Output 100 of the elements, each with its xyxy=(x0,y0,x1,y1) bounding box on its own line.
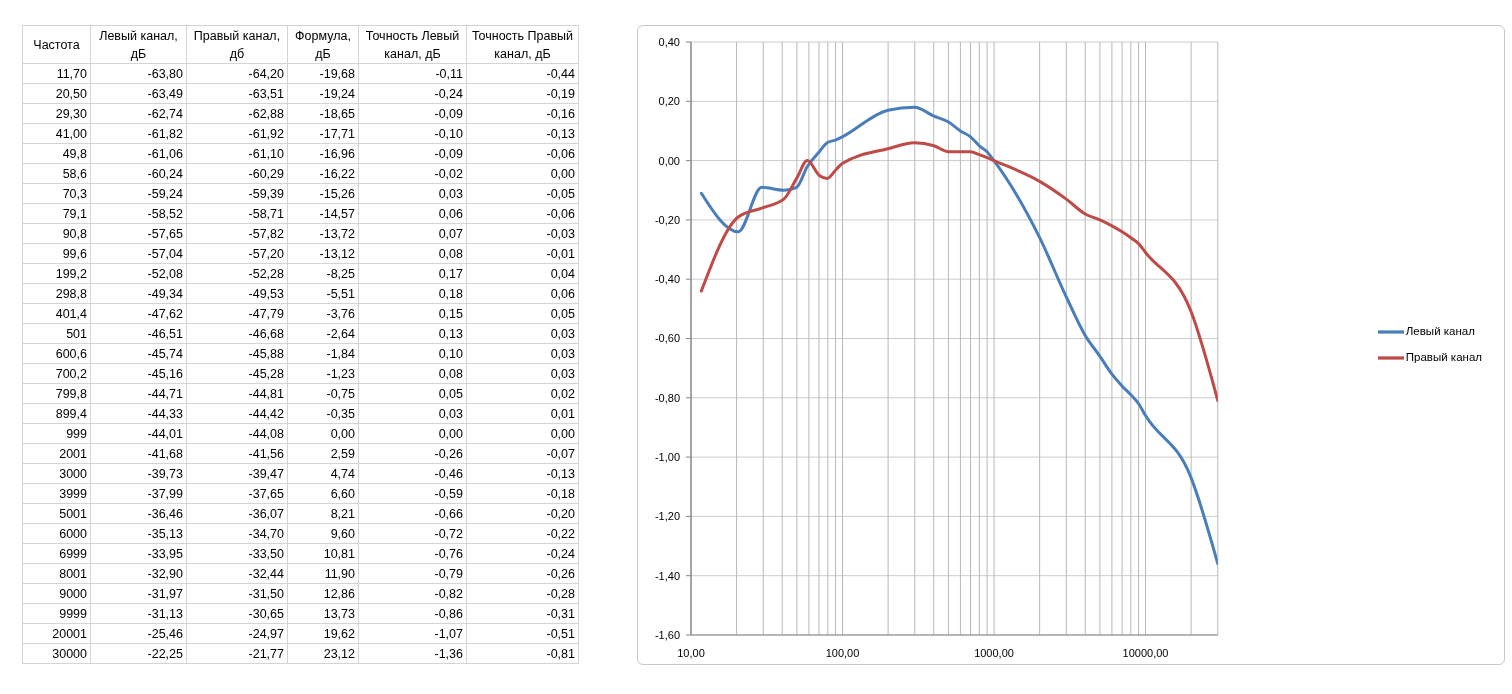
text: -0,72 xyxy=(434,526,463,541)
text: 4,74 xyxy=(330,466,355,481)
text: -0,13 xyxy=(546,466,575,481)
text: 9000 xyxy=(59,586,87,601)
text: -0,03 xyxy=(546,226,575,241)
text: -0,26 xyxy=(546,566,575,581)
text: 20,50 xyxy=(55,86,87,101)
text: -0,16 xyxy=(546,106,575,121)
text: -37,99 xyxy=(147,486,183,501)
text: 6,60 xyxy=(330,486,355,501)
text: -0,86 xyxy=(434,606,463,621)
text: 0,00 xyxy=(550,426,575,441)
text: -59,39 xyxy=(248,186,284,201)
text: 41,00 xyxy=(55,126,87,141)
text: -0,51 xyxy=(546,626,575,641)
text: 0,02 xyxy=(550,386,575,401)
text: -52,28 xyxy=(248,266,284,281)
text: 13,73 xyxy=(323,606,355,621)
text: 79,1 xyxy=(62,206,87,221)
text: 0,07 xyxy=(438,226,463,241)
text: 10,81 xyxy=(323,546,355,561)
text: -0,06 xyxy=(546,206,575,221)
text: 0,05 xyxy=(550,306,575,321)
text: -0,46 xyxy=(434,466,463,481)
text: -16,96 xyxy=(319,146,355,161)
text: -52,08 xyxy=(147,266,183,281)
text: -0,82 xyxy=(434,586,463,601)
y-tick-label: -1,40 xyxy=(654,569,680,582)
text: -0,13 xyxy=(546,126,575,141)
text: -30,65 xyxy=(248,606,284,621)
text: 2,59 xyxy=(330,446,355,461)
category-label: Правый канал, дб xyxy=(193,28,281,61)
text: -57,04 xyxy=(147,246,183,261)
text: -45,88 xyxy=(248,346,284,361)
text: 0,08 xyxy=(438,366,463,381)
text: -63,49 xyxy=(147,86,183,101)
text: -0,44 xyxy=(546,66,575,81)
y-tick-label: -1,00 xyxy=(654,451,680,464)
text: -31,13 xyxy=(147,606,183,621)
text: -45,28 xyxy=(248,366,284,381)
text: 999 xyxy=(66,426,87,441)
text: -1,84 xyxy=(326,346,355,361)
legend-label: Левый канал xyxy=(1405,325,1475,338)
text: -35,13 xyxy=(147,526,183,541)
y-tick-label: -0,40 xyxy=(654,273,680,286)
text: -8,25 xyxy=(326,266,355,281)
text: -0,28 xyxy=(546,586,575,601)
text: -61,82 xyxy=(147,126,183,141)
category-label: Точность Правый канал, дБ xyxy=(471,28,574,61)
text: 501 xyxy=(66,326,87,341)
text: 6000 xyxy=(59,526,87,541)
text: -57,20 xyxy=(248,246,284,261)
text: 58,6 xyxy=(62,166,87,181)
text: 0,17 xyxy=(438,266,463,281)
text: 70,3 xyxy=(62,186,87,201)
text: -39,73 xyxy=(147,466,183,481)
text: 9999 xyxy=(59,606,87,621)
text: 0,04 xyxy=(550,266,575,281)
text: -39,47 xyxy=(248,466,284,481)
text: -33,95 xyxy=(147,546,183,561)
text: 0,03 xyxy=(550,346,575,361)
text: -49,34 xyxy=(147,286,183,301)
text: -61,10 xyxy=(248,146,284,161)
text: 0,13 xyxy=(438,326,463,341)
text: 90,8 xyxy=(62,226,87,241)
text: -16,22 xyxy=(319,166,355,181)
text: -47,79 xyxy=(248,306,284,321)
text: -0,35 xyxy=(326,406,355,421)
text: -33,50 xyxy=(248,546,284,561)
text: -0,18 xyxy=(546,486,575,501)
x-tick-label: 100,00 xyxy=(825,646,860,659)
text: -0,24 xyxy=(546,546,575,561)
text: 0,00 xyxy=(330,426,355,441)
y-tick-label: 0,20 xyxy=(658,95,680,108)
text: 20001 xyxy=(52,626,87,641)
category-label: Левый канал, дБ xyxy=(99,28,178,61)
text: 899,4 xyxy=(55,406,87,421)
text: -31,97 xyxy=(147,586,183,601)
x-tick-label: 10000,00 xyxy=(1122,646,1169,659)
text: -0,31 xyxy=(546,606,575,621)
text: -0,66 xyxy=(434,506,463,521)
y-tick-label: 0,40 xyxy=(658,35,680,48)
text: -0,07 xyxy=(546,446,575,461)
text: 11,90 xyxy=(324,566,355,581)
text: 799,8 xyxy=(55,386,87,401)
text: 199,2 xyxy=(55,266,87,281)
text: -57,82 xyxy=(248,226,284,241)
text: 0,03 xyxy=(438,186,463,201)
text: 0,06 xyxy=(550,286,575,301)
text: -24,97 xyxy=(248,626,284,641)
text: 0,01 xyxy=(550,406,575,421)
text: 0,15 xyxy=(438,306,463,321)
text: -21,77 xyxy=(248,646,284,661)
text: -58,52 xyxy=(147,206,183,221)
text: -46,51 xyxy=(147,326,183,341)
text: -0,19 xyxy=(546,86,575,101)
text: -37,65 xyxy=(248,486,284,501)
text: -47,62 xyxy=(147,306,183,321)
text: -57,65 xyxy=(147,226,183,241)
text: 0,03 xyxy=(550,366,575,381)
